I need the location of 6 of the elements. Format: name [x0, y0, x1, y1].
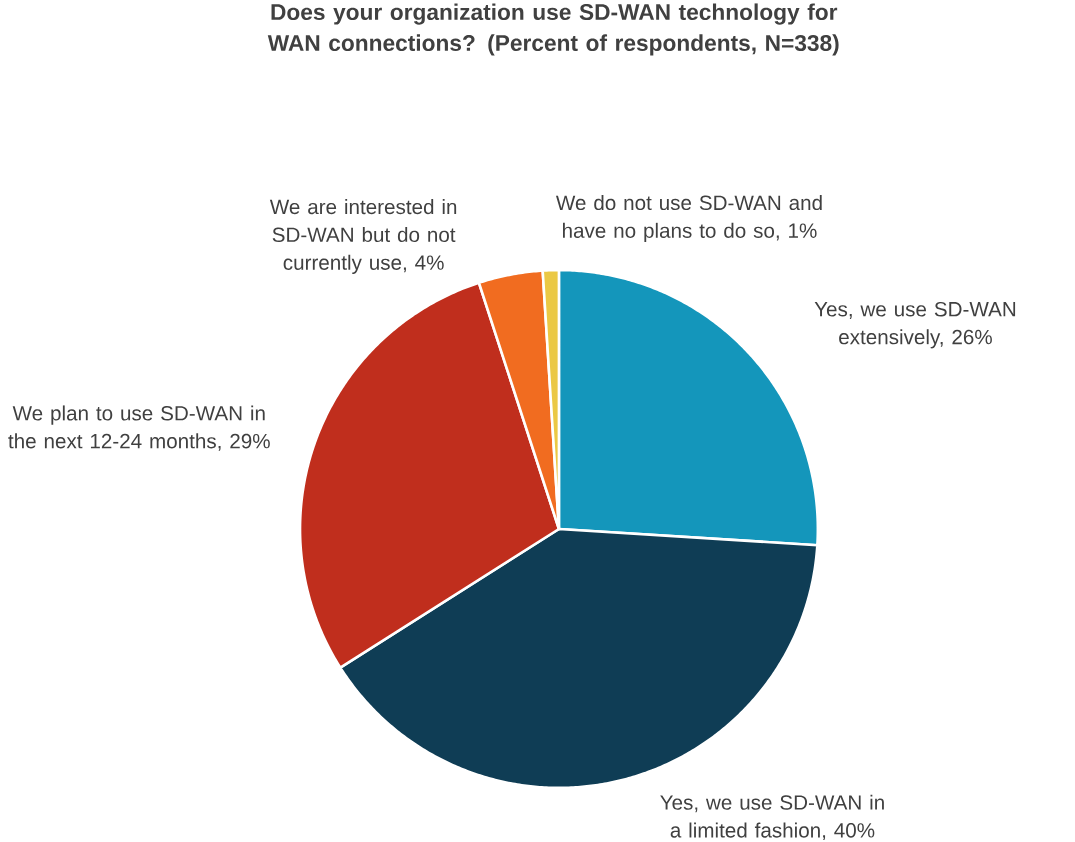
chart-title: Does your organization use SD-WAN technology for WAN connections? (Percent of respondents, N=338)	[267, 3, 839, 56]
slice-label: We plan to use SD-WAN in the next 12-24 months, 29%	[8, 405, 270, 451]
slice-label: Yes, we use SD-WAN extensively, 26%	[814, 301, 1016, 349]
slice-label: We are interested in SD-WAN but do not currently use, 4%	[269, 198, 457, 274]
slice-label: Yes, we use SD-WAN in a limited fashion, 40%	[660, 794, 884, 841]
slice-label: We do not use SD-WAN and have no plans to do so, 1%	[555, 194, 822, 242]
